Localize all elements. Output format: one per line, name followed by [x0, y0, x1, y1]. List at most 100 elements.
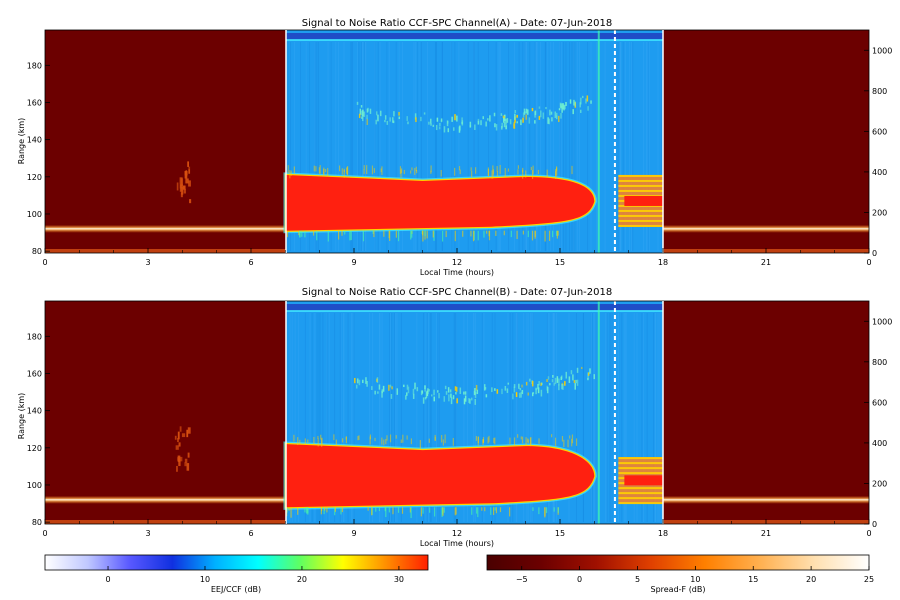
late-echo-stripe: [618, 184, 663, 187]
ccf-ripple: [519, 392, 521, 398]
eej-texture: [475, 313, 477, 522]
eej-lower-streak: [424, 230, 426, 237]
eej-lower-streak: [288, 507, 290, 511]
eej-texture: [455, 313, 457, 522]
eej-texture: [396, 313, 398, 522]
eej-texture: [314, 313, 316, 522]
eej-lower-streak: [389, 230, 391, 241]
eej-lower-streak: [472, 230, 475, 242]
eej-texture: [507, 313, 509, 522]
eej-texture: [529, 42, 531, 251]
eej-upper-streak: [571, 165, 573, 175]
late-echo-core: [624, 475, 663, 486]
colorbar-tick-label: 20: [297, 575, 307, 584]
ccf-ripple: [547, 117, 549, 124]
eej-texture: [441, 42, 443, 251]
eej-texture: [343, 313, 345, 522]
eej-upper-streak: [517, 165, 520, 169]
eej-texture: [574, 42, 576, 251]
eej-texture: [438, 313, 440, 522]
colorbar-tick-label: 0: [577, 575, 582, 584]
eej-texture: [340, 313, 342, 522]
ccf-ripple: [448, 394, 450, 402]
ccf-ripple: [424, 389, 426, 392]
y-right-tick-label: 0: [872, 249, 877, 258]
eej-texture: [337, 42, 339, 251]
ccf-ripple: [580, 366, 583, 370]
eej-upper-streak: [459, 169, 461, 175]
colorbar-spreadf-label: Spread-F (dB): [650, 585, 705, 594]
eej-texture: [389, 313, 391, 522]
eej-texture: [326, 313, 328, 522]
eej-texture: [287, 42, 289, 251]
colorbar-tick-label: 10: [690, 575, 700, 584]
night-region-left: [45, 301, 286, 524]
y-tick-label: 180: [27, 61, 42, 70]
eej-upper-streak: [320, 434, 322, 440]
ccf-ripple: [449, 389, 452, 393]
night-echo-streak: [179, 456, 183, 462]
eej-upper-streak: [346, 167, 348, 176]
late-echo-stripe: [618, 502, 663, 505]
ccf-ripple: [570, 370, 573, 375]
ccf-ripple: [354, 377, 356, 384]
ccf-ripple: [521, 389, 524, 395]
ccf-ripple: [525, 381, 528, 386]
ccf-ripple: [505, 118, 507, 125]
ccf-ripple: [525, 114, 527, 120]
ccf-ripple: [587, 106, 589, 111]
eej-texture: [473, 42, 475, 251]
eej-texture: [401, 42, 403, 251]
panel-channel-b: Signal to Noise Ratio CCF-SPC Channel(B)…: [17, 287, 892, 548]
y-right-tick-label: 400: [872, 168, 887, 177]
ccf-ripple: [487, 118, 489, 121]
ccf-ripple: [565, 371, 568, 379]
eej-lower-streak: [305, 507, 308, 514]
eej-lower-streak: [326, 507, 328, 513]
ccf-ripple: [430, 118, 432, 124]
eej-texture: [618, 42, 620, 251]
x-tick-label: 0: [866, 258, 871, 267]
y-tick-label: 120: [27, 173, 42, 182]
eej-texture: [309, 313, 311, 522]
ccf-ripple: [389, 384, 392, 388]
eej-texture: [548, 313, 550, 522]
eej-upper-streak: [546, 169, 548, 178]
ccf-ripple: [579, 102, 581, 108]
y-right-tick-label: 200: [872, 479, 887, 488]
ccf-ripple: [453, 127, 455, 131]
ccf-ripple: [447, 128, 450, 133]
eej-texture: [618, 42, 620, 251]
ccf-ripple: [572, 374, 574, 381]
ccf-ripple: [554, 111, 557, 119]
eej-upper-streak: [563, 439, 565, 448]
eej-texture: [625, 313, 627, 522]
ccf-ripple: [559, 102, 562, 109]
eej-texture: [553, 313, 555, 522]
eej-texture: [430, 313, 432, 522]
eej-lower-streak: [410, 230, 412, 240]
eej-texture: [314, 42, 316, 251]
eej-texture: [553, 313, 555, 522]
eej-texture: [289, 42, 291, 251]
ccf-ripple: [443, 396, 446, 402]
eej-upper-streak: [400, 169, 402, 178]
eej-lower-streak: [454, 230, 456, 242]
eej-lower-streak: [429, 507, 431, 513]
eej-texture: [450, 42, 452, 251]
eej-texture: [388, 42, 390, 251]
ccf-ripple: [551, 379, 554, 383]
eej-texture: [508, 42, 510, 251]
eej-upper-streak: [341, 438, 344, 443]
eej-texture: [594, 313, 596, 522]
ccf-ripple: [412, 393, 415, 399]
eej-texture: [316, 313, 318, 522]
ccf-ripple: [375, 111, 378, 116]
ccf-ripple: [546, 386, 549, 394]
ccf-ripple: [438, 126, 441, 130]
colorbar-eej: 0 10 20 30 EEJ/CCF (dB): [44, 554, 429, 594]
eej-lower-streak: [371, 507, 373, 516]
eej-texture: [573, 42, 575, 251]
late-echo-stripe: [618, 462, 663, 465]
eej-texture: [633, 313, 635, 522]
